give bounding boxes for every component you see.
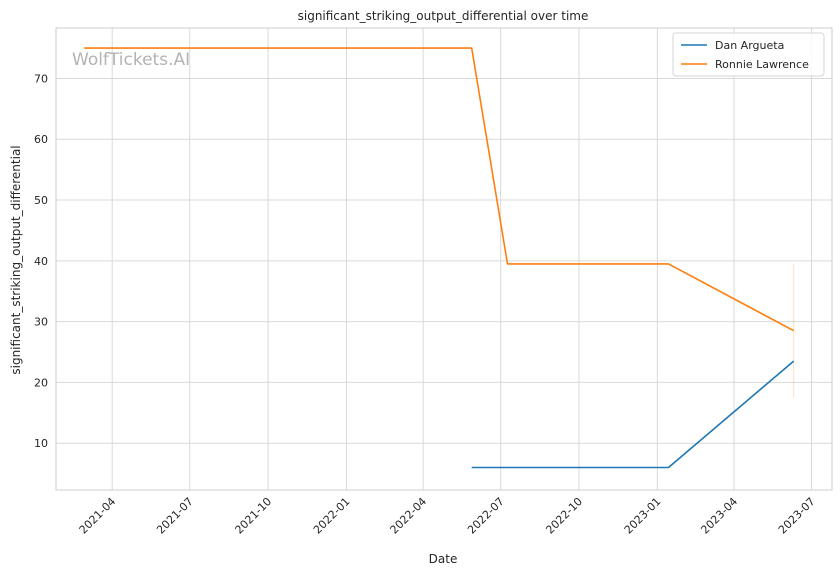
series-lines [84, 47, 795, 469]
y-tick-label: 70 [34, 72, 48, 85]
x-axis-label: Date [429, 552, 458, 566]
plot-frame [55, 27, 833, 491]
series-line-dan-argueta [471, 360, 795, 469]
y-tick-label: 30 [34, 316, 48, 329]
y-tick-label: 10 [34, 437, 48, 450]
grid [56, 28, 832, 490]
y-tick-label: 40 [34, 255, 48, 268]
legend-frame [672, 32, 825, 77]
y-axis-ticks: 10 20 30 40 50 60 70 [34, 72, 48, 450]
legend: Dan Argueta Ronnie Lawrence [672, 32, 825, 77]
y-axis-label: significant_striking_output_differential [9, 145, 23, 374]
watermark: WolfTickets.AI [72, 50, 190, 70]
y-tick-label: 60 [34, 133, 48, 146]
y-tick-label: 20 [34, 376, 48, 389]
legend-label-dan-argueta: Dan Argueta [715, 39, 784, 52]
series-line-ronnie-lawrence [84, 47, 795, 332]
legend-label-ronnie-lawrence: Ronnie Lawrence [715, 58, 809, 71]
chart-title: significant_striking_output_differential… [298, 9, 589, 23]
y-tick-label: 50 [34, 194, 48, 207]
